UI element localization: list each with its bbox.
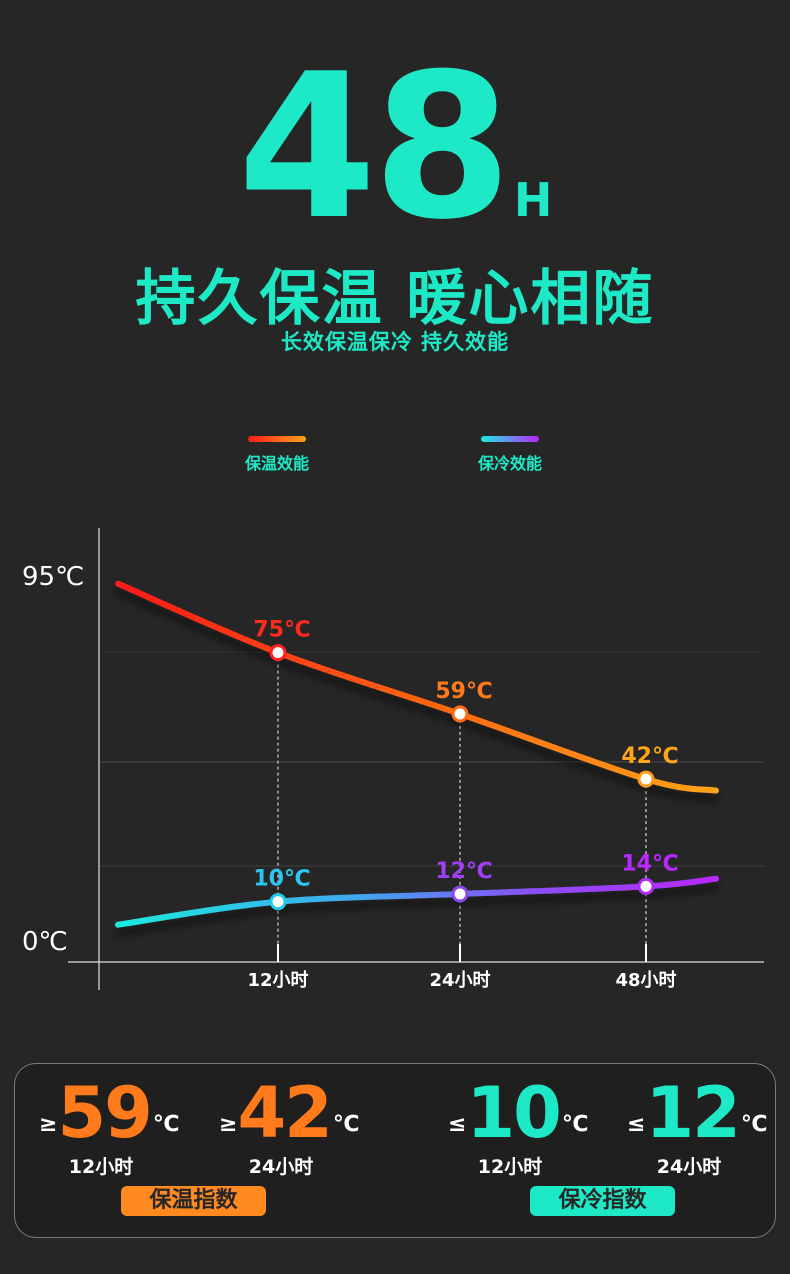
stat-warm-12h: ≥59℃ 12小时: [39, 1078, 199, 1179]
data-label: 14℃: [621, 851, 678, 876]
stats-panel: ≥59℃ 12小时 ≥42℃ 24小时 ≤10℃ 12小时 ≤12℃ 24小时 …: [14, 1063, 776, 1238]
legend-cold-swatch: [481, 436, 539, 442]
stat-warm-24h: ≥42℃ 24小时: [219, 1078, 379, 1179]
stat-comparator: ≥: [39, 1112, 58, 1137]
data-point: [451, 705, 469, 723]
badge-warm-index: 保温指数: [121, 1186, 266, 1216]
data-label: 42℃: [621, 744, 678, 769]
y-tick-label-bottom: 0℃: [22, 927, 68, 957]
stat-comparator: ≤: [627, 1112, 646, 1137]
hero-number: 48 H: [0, 48, 790, 248]
legend-warm-swatch: [248, 436, 306, 442]
stat-value: 10: [466, 1072, 561, 1154]
legend-warm-label: 保温效能: [244, 454, 309, 473]
stat-comparator: ≤: [448, 1112, 467, 1137]
stat-value: 42: [237, 1072, 332, 1154]
data-point: [637, 877, 655, 895]
stat-value: 59: [57, 1072, 152, 1154]
legend-cold-label: 保冷效能: [477, 454, 542, 473]
x-tick-label: 12小时: [247, 970, 308, 991]
x-ticks: 12小时 24小时 48小时: [247, 944, 677, 991]
x-tick-label: 24小时: [429, 970, 490, 991]
stat-comparator: ≥: [219, 1112, 238, 1137]
x-tick-label: 48小时: [615, 970, 676, 991]
temperature-chart: 95℃ 0℃ 12小时 24小时 48小时 75℃ 59℃ 42℃ 10℃ 12℃ 14℃: [22, 528, 764, 991]
data-points: 75℃ 59℃ 42℃ 10℃ 12℃ 14℃: [253, 618, 679, 911]
data-point: [637, 770, 655, 788]
stat-unit: ℃: [332, 1112, 360, 1137]
data-label: 59℃: [435, 679, 492, 704]
grid-lines: [100, 651, 764, 867]
y-tick-label-top: 95℃: [22, 562, 84, 592]
data-label: 12℃: [435, 859, 492, 884]
legend-warm: 保温效能: [207, 436, 347, 474]
stat-time: 24小时: [248, 1156, 314, 1178]
data-label: 10℃: [253, 867, 310, 892]
hero-hours-value: 48: [237, 31, 512, 264]
legend-cold: 保冷效能: [440, 436, 580, 474]
hero-hours-unit: H: [513, 173, 553, 227]
stat-unit: ℃: [152, 1112, 180, 1137]
series-line-cold: [115, 875, 719, 928]
stat-time: 12小时: [477, 1156, 543, 1178]
data-label: 75℃: [253, 618, 310, 643]
data-point: [269, 893, 287, 911]
stat-cold-12h: ≤10℃ 12小时: [448, 1078, 608, 1179]
headline: 持久保温 暖心相随: [135, 264, 655, 334]
stat-time: 24小时: [656, 1156, 722, 1178]
stat-unit: ℃: [561, 1112, 589, 1137]
stat-unit: ℃: [740, 1112, 768, 1137]
subline: 长效保温保冷 持久效能: [280, 330, 510, 354]
data-point: [451, 885, 469, 903]
badge-cold-index: 保冷指数: [530, 1186, 675, 1216]
stat-cold-24h: ≤12℃ 24小时: [627, 1078, 787, 1179]
stat-time: 12小时: [68, 1156, 134, 1178]
data-point: [269, 644, 287, 662]
stat-value: 12: [645, 1072, 740, 1154]
